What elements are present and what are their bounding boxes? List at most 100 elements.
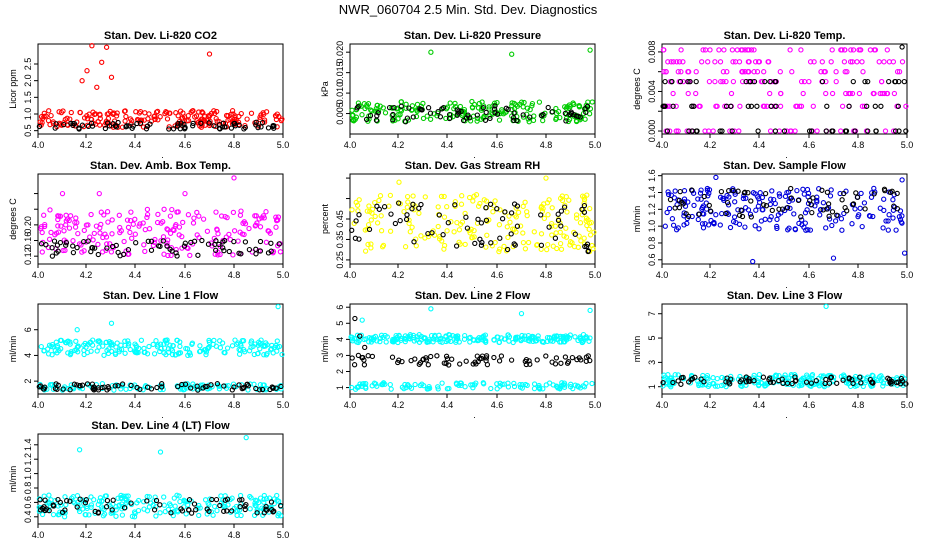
data-point — [675, 128, 681, 134]
data-point — [664, 209, 670, 216]
highlight-point — [767, 78, 773, 85]
x-tick-label: 5.0 — [589, 400, 602, 410]
highlight-point — [428, 353, 434, 360]
highlight-point — [361, 362, 368, 368]
data-point — [383, 339, 389, 345]
highlight-point — [220, 245, 226, 251]
highlight-point — [121, 505, 128, 511]
data-point — [404, 204, 410, 210]
outlier-point — [84, 68, 90, 74]
data-point — [816, 381, 822, 387]
highlight-point — [449, 356, 455, 362]
highlight-point — [465, 112, 471, 118]
data-point — [134, 350, 140, 356]
outlier-point — [76, 447, 83, 453]
data-point — [496, 248, 502, 255]
data-point — [167, 502, 174, 509]
data-point — [81, 227, 87, 234]
highlight-point — [134, 120, 140, 127]
highlight-point — [891, 203, 897, 209]
data-point — [530, 334, 536, 340]
data-point — [562, 104, 568, 110]
data-point — [151, 498, 157, 504]
data-point — [843, 90, 849, 97]
data-point — [359, 381, 366, 387]
highlight-point — [841, 190, 847, 197]
data-point — [165, 252, 171, 259]
highlight-point — [381, 204, 388, 210]
data-point — [413, 113, 420, 120]
data-point — [681, 188, 688, 194]
highlight-point — [278, 383, 284, 390]
highlight-point — [885, 375, 891, 381]
y-tick-label: 6 — [23, 327, 33, 332]
data-point — [411, 338, 417, 344]
data-point — [756, 226, 762, 232]
highlight-point — [887, 379, 894, 385]
data-point — [155, 117, 161, 123]
data-point — [189, 340, 196, 346]
highlight-point — [179, 508, 186, 514]
data-point — [104, 241, 110, 247]
data-point — [46, 108, 52, 114]
data-point — [856, 212, 862, 218]
highlight-point — [582, 243, 588, 250]
chart-panel: Stan. Dev. Amb. Box Temp.4.0 4.2 4.4 4.6 4.8… — [8, 160, 289, 290]
highlight-point — [852, 128, 858, 134]
panel-title: Stan. Dev. Amb. Box Temp. — [90, 160, 231, 172]
x-axis-label: . — [161, 410, 164, 420]
data-point — [248, 110, 255, 116]
data-point — [563, 337, 570, 343]
data-point — [245, 387, 251, 393]
data-point — [767, 90, 773, 97]
data-point — [807, 227, 814, 233]
highlight-point — [145, 238, 151, 244]
data-point — [261, 496, 267, 502]
highlight-point — [113, 124, 120, 130]
highlight-point — [366, 226, 373, 233]
data-point — [97, 230, 103, 236]
highlight-point — [549, 109, 555, 115]
data-point — [206, 502, 212, 508]
outlier-point — [182, 190, 188, 197]
highlight-point — [483, 355, 490, 361]
data-point — [496, 339, 502, 346]
data-point — [718, 78, 724, 85]
highlight-point — [220, 239, 226, 245]
data-point — [488, 385, 494, 392]
highlight-point — [148, 386, 155, 392]
highlight-point — [829, 209, 836, 215]
outlier-point — [362, 344, 368, 351]
data-point — [538, 203, 545, 210]
x-tick-label: 4.2 — [80, 140, 93, 150]
data-point — [63, 222, 69, 228]
data-point — [366, 339, 372, 345]
data-point — [457, 380, 464, 386]
highlight-point — [577, 114, 583, 120]
data-point — [893, 227, 899, 233]
data-point — [165, 506, 172, 513]
data-point — [234, 341, 240, 347]
data-point — [142, 384, 148, 390]
data-point — [497, 207, 503, 213]
x-tick-label: 4.8 — [228, 530, 241, 540]
data-point — [268, 347, 274, 353]
data-point — [705, 383, 712, 390]
data-point — [248, 495, 254, 501]
data-point — [138, 337, 145, 343]
data-point — [890, 197, 896, 203]
data-point — [838, 47, 844, 53]
data-point — [470, 198, 476, 204]
data-point — [706, 187, 713, 193]
data-point — [107, 241, 113, 247]
y-tick-label: 0.010 — [335, 82, 345, 105]
highlight-point — [903, 128, 909, 134]
highlight-point — [491, 106, 498, 112]
data-point — [529, 103, 535, 109]
data-point — [557, 195, 564, 202]
highlight-point — [792, 374, 798, 380]
data-point — [247, 506, 253, 512]
highlight-point — [253, 122, 259, 128]
highlight-point — [375, 110, 381, 116]
